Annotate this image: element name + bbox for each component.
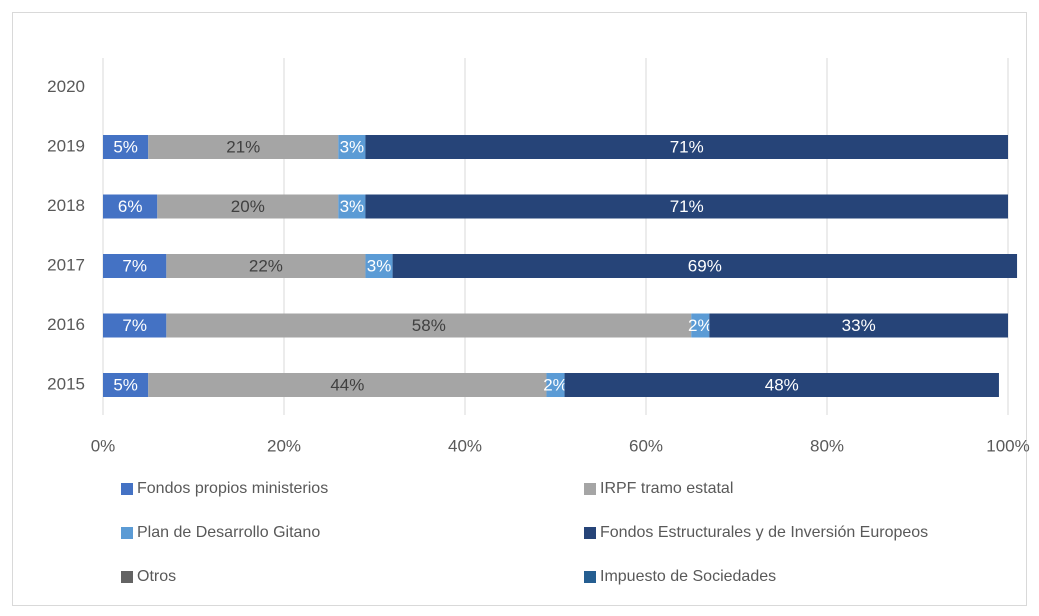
data-label: 7% (122, 256, 147, 275)
data-label: 44% (330, 375, 364, 394)
bar-segment (709, 313, 1008, 338)
bar-segment (365, 194, 1008, 219)
data-label: 69% (688, 256, 722, 275)
data-label: 7% (122, 316, 147, 335)
data-label: 3% (340, 137, 365, 156)
legend-label: Otros (137, 568, 176, 585)
y-tick-label: 2019 (47, 136, 85, 155)
bar-segment (691, 313, 710, 338)
x-tick-label: 0% (91, 436, 116, 455)
x-tick-label: 60% (629, 436, 663, 455)
bar-segment (546, 373, 565, 397)
legend-label: IRPF tramo estatal (600, 480, 733, 497)
x-tick-label: 100% (986, 436, 1029, 455)
legend-swatch (584, 527, 596, 539)
bar-segment (365, 135, 1008, 159)
data-label: 48% (765, 375, 799, 394)
bar-segment (564, 373, 999, 397)
bar-segment (103, 135, 149, 159)
y-tick-label: 2016 (47, 315, 85, 334)
legend-swatch (121, 527, 133, 539)
data-label: 21% (226, 137, 260, 156)
data-label: 6% (118, 197, 143, 216)
data-label: 71% (670, 197, 704, 216)
data-label: 5% (113, 375, 138, 394)
bar-segment (166, 313, 692, 338)
legend-swatch (584, 483, 596, 495)
bar-segment (338, 194, 366, 219)
chart-border (12, 12, 1027, 606)
data-label: 3% (367, 256, 392, 275)
data-label: 58% (412, 316, 446, 335)
bar-segment (166, 254, 366, 278)
data-label: 5% (113, 137, 138, 156)
bar-segment (103, 313, 167, 338)
data-label: 2% (688, 316, 713, 335)
legend-swatch (584, 571, 596, 583)
x-tick-label: 80% (810, 436, 844, 455)
bar-segment (148, 135, 339, 159)
y-tick-label: 2018 (47, 196, 85, 215)
data-label: 22% (249, 256, 283, 275)
bar-segment (157, 194, 339, 219)
bar-segment (365, 254, 393, 278)
legend-swatch (121, 483, 133, 495)
data-label: 71% (670, 137, 704, 156)
bar-segment (103, 254, 167, 278)
bar-segment (103, 373, 149, 397)
y-tick-label: 2017 (47, 255, 85, 274)
x-tick-label: 20% (267, 436, 301, 455)
bar-segment (338, 135, 366, 159)
legend-label: Impuesto de Sociedades (600, 568, 776, 585)
bar-segment (392, 254, 1018, 278)
legend-label: Fondos Estructurales y de Inversión Euro… (600, 524, 928, 541)
legend-label: Plan de Desarrollo Gitano (137, 524, 320, 541)
bar-segment (103, 194, 158, 219)
data-label: 20% (231, 197, 265, 216)
data-label: 33% (842, 316, 876, 335)
legend-label: Fondos propios ministerios (137, 480, 328, 497)
x-tick-label: 40% (448, 436, 482, 455)
y-tick-label: 2020 (47, 77, 85, 96)
data-label: 2% (543, 375, 568, 394)
legend-swatch (121, 571, 133, 583)
bar-segment (148, 373, 547, 397)
data-label: 3% (340, 197, 365, 216)
y-tick-label: 2015 (47, 374, 85, 393)
